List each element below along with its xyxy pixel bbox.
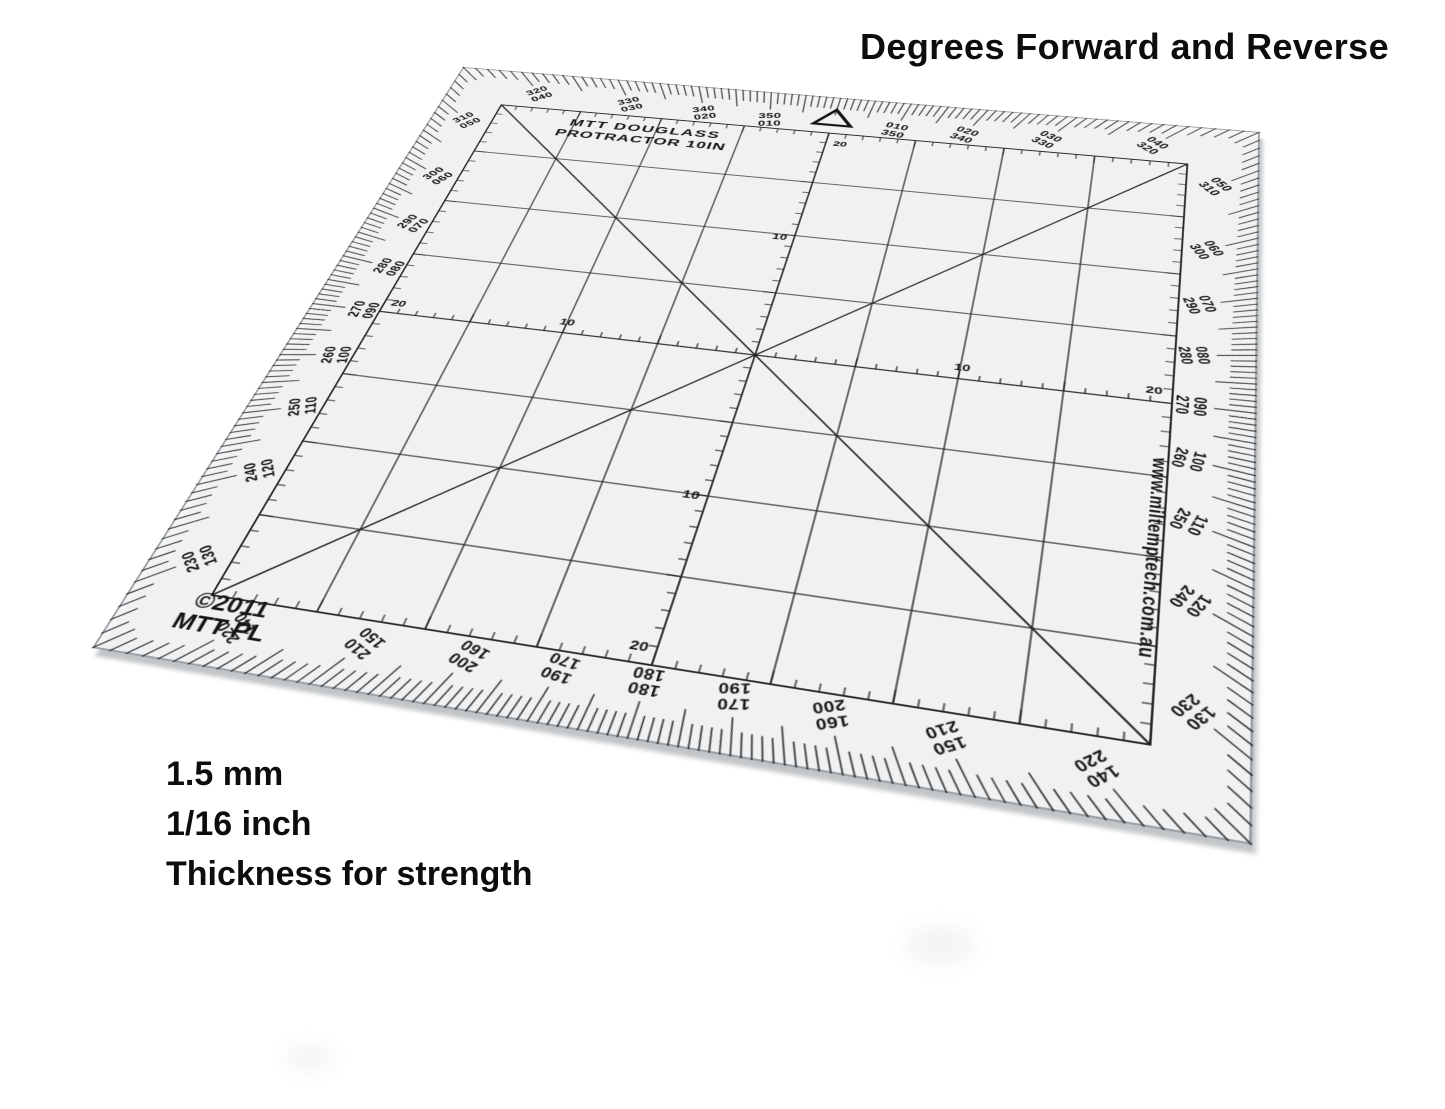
ruler-number: 20 — [628, 637, 651, 654]
svg-text:030: 030 — [620, 102, 646, 114]
thickness-note: 1.5 mm 1/16 inch Thickness for strength — [166, 750, 533, 900]
ruler-number: 10 — [771, 232, 788, 242]
svg-text:190: 190 — [717, 678, 751, 695]
heading-text: Degrees Forward and Reverse — [860, 26, 1390, 67]
svg-text:290: 290 — [1178, 297, 1204, 316]
thickness-line: Thickness for strength — [166, 854, 533, 893]
svg-text:090: 090 — [1188, 396, 1208, 417]
svg-text:160: 160 — [813, 711, 850, 732]
svg-text:170: 170 — [716, 694, 751, 712]
svg-text:330: 330 — [616, 95, 641, 107]
svg-text:100: 100 — [334, 346, 356, 363]
svg-text:340: 340 — [692, 104, 716, 114]
plate-body — [94, 67, 1259, 843]
svg-text:350: 350 — [758, 112, 782, 120]
svg-text:270: 270 — [1170, 394, 1190, 415]
svg-text:200: 200 — [810, 695, 847, 716]
svg-text:250: 250 — [286, 397, 305, 417]
photo-smudge — [905, 925, 975, 965]
ruler-number: 10 — [558, 317, 577, 328]
ruler-number: 10 — [681, 488, 702, 502]
thickness-line: 1.5 mm — [166, 755, 284, 793]
svg-text:120: 120 — [259, 456, 280, 479]
svg-text:010: 010 — [884, 121, 911, 133]
svg-text:180: 180 — [625, 677, 662, 698]
svg-text:240: 240 — [242, 460, 263, 483]
svg-text:280: 280 — [1174, 346, 1196, 364]
photo-smudge — [285, 1045, 335, 1071]
ruler-number: 10 — [953, 361, 971, 373]
protractor-plate: 20 10 10 20 20 10 10 20 010 350 020 340 030 330 040 320… — [92, 67, 1260, 845]
svg-text:110: 110 — [303, 395, 322, 415]
ruler-number: 20 — [389, 298, 408, 309]
thickness-line: 1/16 inch — [166, 804, 312, 843]
ruler-number: 20 — [832, 140, 848, 149]
svg-text:180: 180 — [630, 662, 667, 683]
svg-text:350: 350 — [879, 128, 906, 140]
svg-text:080: 080 — [1191, 346, 1213, 364]
svg-text:010: 010 — [758, 120, 782, 128]
svg-text:260: 260 — [318, 346, 340, 363]
ruler-number: 20 — [1145, 384, 1163, 397]
svg-text:070: 070 — [1194, 295, 1220, 314]
svg-text:020: 020 — [693, 112, 718, 122]
